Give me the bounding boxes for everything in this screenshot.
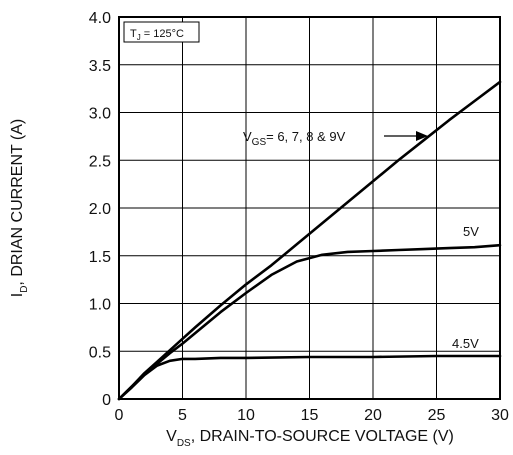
y-tick-label: 2.0 <box>89 201 111 218</box>
x-tick-label: 25 <box>428 407 446 424</box>
x-axis-title: VDS, DRAIN-TO-SOURCE VOLTAGE (V) <box>166 428 454 449</box>
y-tick-label: 4.0 <box>89 10 111 27</box>
x-tick-label: 20 <box>364 407 382 424</box>
y-tick-label: 2.5 <box>89 153 111 170</box>
y-axis-title: ID, DRIAN CURRENT (A) <box>9 119 30 298</box>
series-label-5v: 5V <box>463 224 479 239</box>
x-tick-label: 30 <box>491 407 509 424</box>
x-tick-label: 5 <box>178 407 187 424</box>
y-tick-label: 1.0 <box>89 297 111 314</box>
x-tick-label: 0 <box>115 407 124 424</box>
y-tick-label: 0.5 <box>89 344 111 361</box>
series-label-4-5v: 4.5V <box>452 336 479 351</box>
y-tick-label: 1.5 <box>89 249 111 266</box>
x-tick-label: 15 <box>301 407 319 424</box>
y-tick-label: 3.5 <box>89 58 111 75</box>
y-tick-label: 3.0 <box>89 106 111 123</box>
y-tick-label: 0 <box>102 392 111 409</box>
x-tick-label: 10 <box>237 407 255 424</box>
